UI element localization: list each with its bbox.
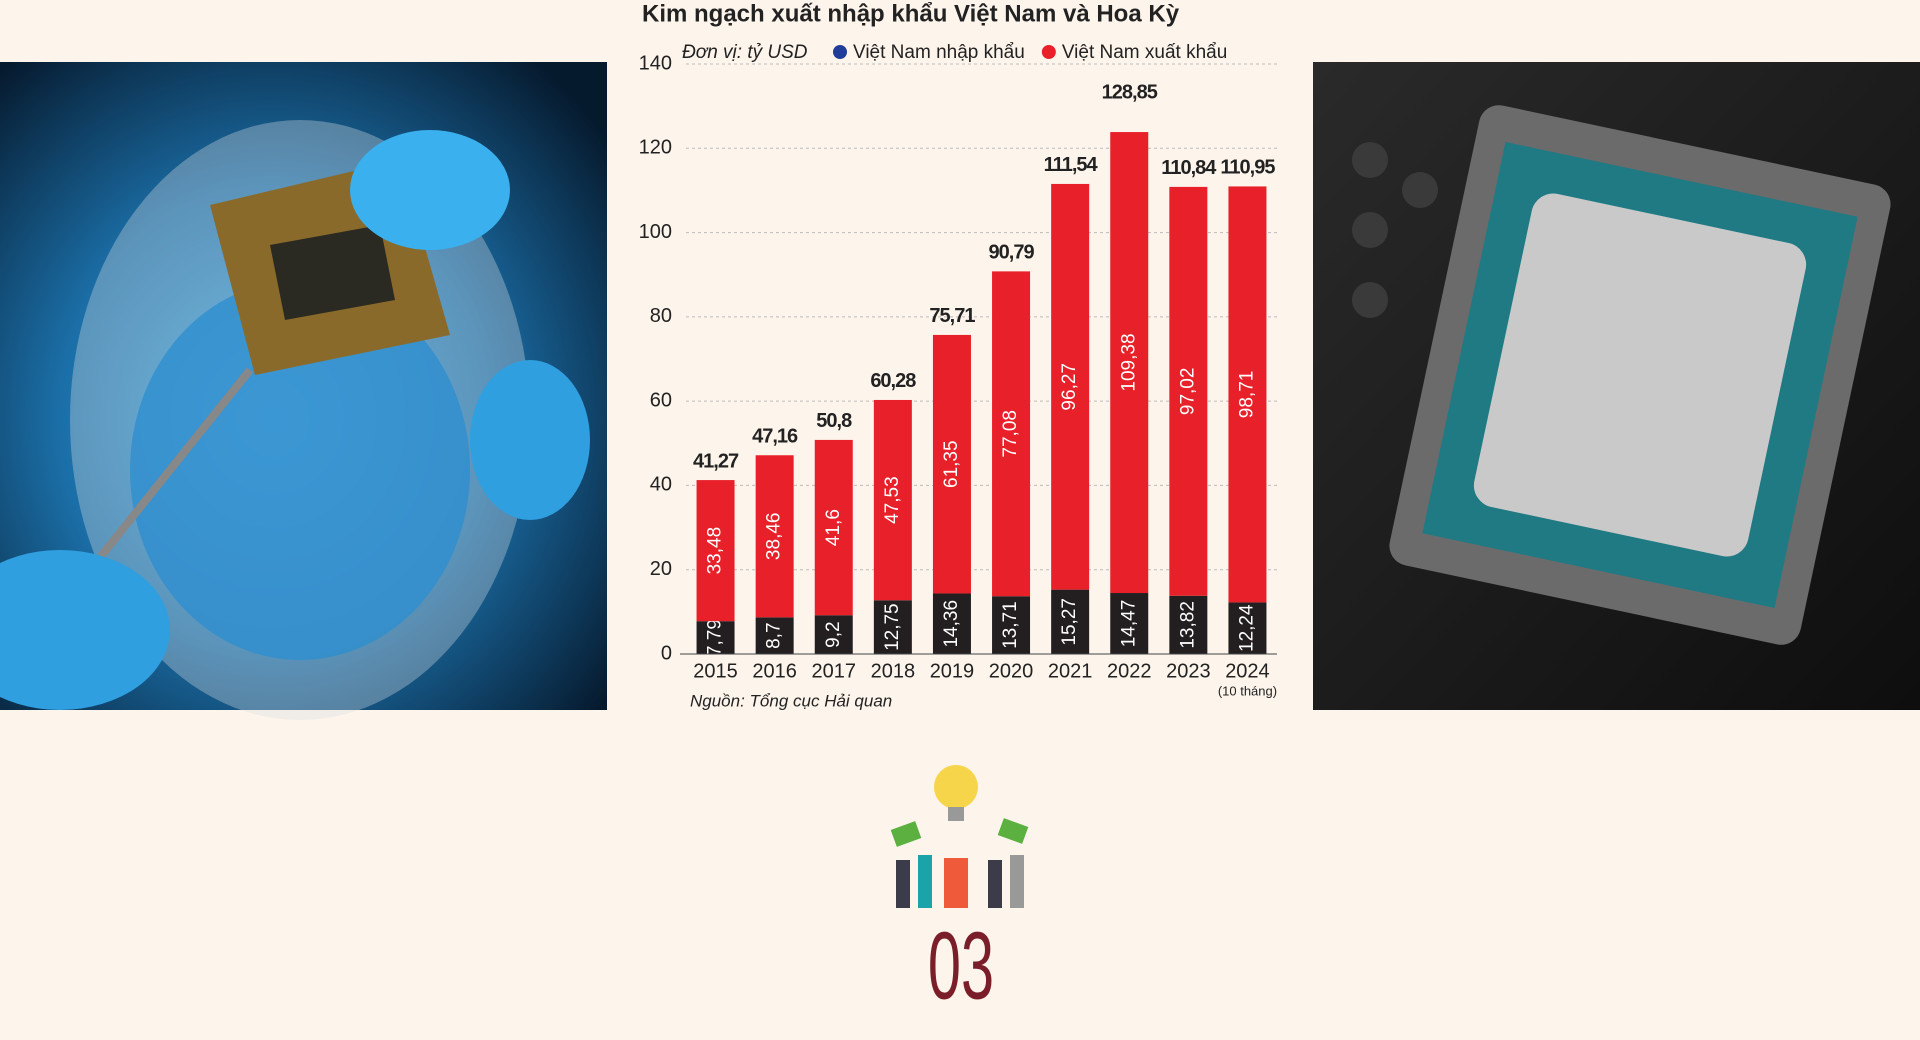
legend-label: Việt Nam xuất khẩu [1062, 42, 1227, 63]
total-label: 90,79 [989, 242, 1035, 264]
total-label: 75,71 [929, 305, 975, 327]
total-label: 110,95 [1220, 157, 1275, 179]
bar-segment [932, 593, 971, 654]
bar-value-label: 8,7 [764, 622, 785, 648]
section-number: 03 [928, 912, 994, 1019]
source-note: Nguồn: Tổng cục Hải quan [690, 691, 892, 710]
bar-value-label: 14,36 [941, 600, 962, 648]
bar-segment [1228, 602, 1267, 654]
x-tick-label: 2024 [1225, 660, 1270, 682]
bar-segment [932, 334, 971, 594]
bar-segment [1051, 183, 1090, 590]
photo-lab [0, 62, 607, 720]
bar-segment [814, 615, 853, 654]
bar-value-label: 41,6 [823, 509, 844, 546]
total-label: 60,28 [870, 370, 916, 392]
total-label: 128,85 [1102, 81, 1158, 103]
legend-swatch [833, 45, 847, 59]
legend-swatch [1041, 45, 1056, 59]
category-note: (10 tháng) [1218, 683, 1277, 698]
x-tick-label: 2017 [812, 660, 857, 682]
x-tick-label: 2015 [693, 660, 738, 682]
photo-cpu [1313, 62, 1920, 710]
bar-value-label: 12,24 [1236, 604, 1257, 652]
bar-segment [814, 439, 853, 616]
bar-segment [1110, 132, 1149, 594]
chart-title: Kim ngạch xuất nhập khẩu Việt Nam và Hoa… [642, 0, 1180, 27]
bar-value-label: 96,27 [1059, 363, 1080, 411]
bar-segment [755, 617, 794, 654]
bar-segment [992, 596, 1031, 654]
bar-segment [1169, 595, 1208, 654]
bar-segment [696, 480, 735, 622]
y-tick-label: 120 [639, 137, 672, 159]
x-tick-label: 2022 [1107, 660, 1152, 682]
bar-value-label: 109,38 [1118, 333, 1139, 391]
bar-value-label: 77,08 [1000, 410, 1021, 458]
total-label: 111,54 [1044, 154, 1099, 176]
bar-value-label: 38,46 [764, 513, 785, 561]
bar-value-label: 15,27 [1059, 598, 1080, 646]
bar-value-label: 33,48 [705, 527, 726, 575]
bar-value-label: 47,53 [882, 476, 903, 524]
bar-value-label: 13,82 [1177, 601, 1198, 649]
bar-segment [1169, 186, 1208, 596]
bar-value-label: 14,47 [1118, 600, 1139, 648]
y-tick-label: 40 [650, 474, 672, 496]
bar-value-label: 7,79 [705, 619, 726, 656]
x-tick-label: 2018 [871, 660, 916, 682]
x-tick-label: 2020 [989, 660, 1034, 682]
bar-value-label: 61,35 [941, 440, 962, 488]
y-tick-label: 100 [639, 221, 672, 243]
bar-value-label: 12,75 [882, 603, 903, 651]
x-tick-label: 2021 [1048, 660, 1093, 682]
y-tick-label: 80 [650, 305, 672, 327]
x-tick-label: 2023 [1166, 660, 1211, 682]
total-label: 41,27 [693, 450, 739, 472]
bar-segment [1051, 589, 1090, 654]
section-icon [890, 765, 1029, 908]
bar-segment [1228, 186, 1267, 603]
total-label: 110,84 [1161, 157, 1217, 179]
y-tick-label: 140 [639, 52, 672, 74]
unit-label: Đơn vị: tỷ USD [682, 42, 808, 63]
bar-segment [873, 399, 912, 601]
total-label: 50,8 [816, 410, 852, 432]
legend-label: Việt Nam nhập khẩu [853, 42, 1025, 63]
x-tick-label: 2019 [930, 660, 975, 682]
bar-segment [755, 455, 794, 618]
y-tick-label: 60 [650, 389, 672, 411]
bar-value-label: 9,2 [823, 621, 844, 647]
x-tick-label: 2016 [752, 660, 797, 682]
bar-segment [992, 271, 1031, 597]
bar-value-label: 98,71 [1236, 371, 1257, 419]
y-tick-label: 20 [650, 558, 672, 580]
bar-segment [873, 600, 912, 654]
y-tick-label: 0 [661, 642, 672, 664]
total-label: 47,16 [752, 426, 798, 448]
bar-value-label: 13,71 [1000, 601, 1021, 649]
bar-segment [696, 621, 735, 654]
bar-segment [1110, 593, 1149, 654]
bar-value-label: 97,02 [1177, 368, 1198, 416]
